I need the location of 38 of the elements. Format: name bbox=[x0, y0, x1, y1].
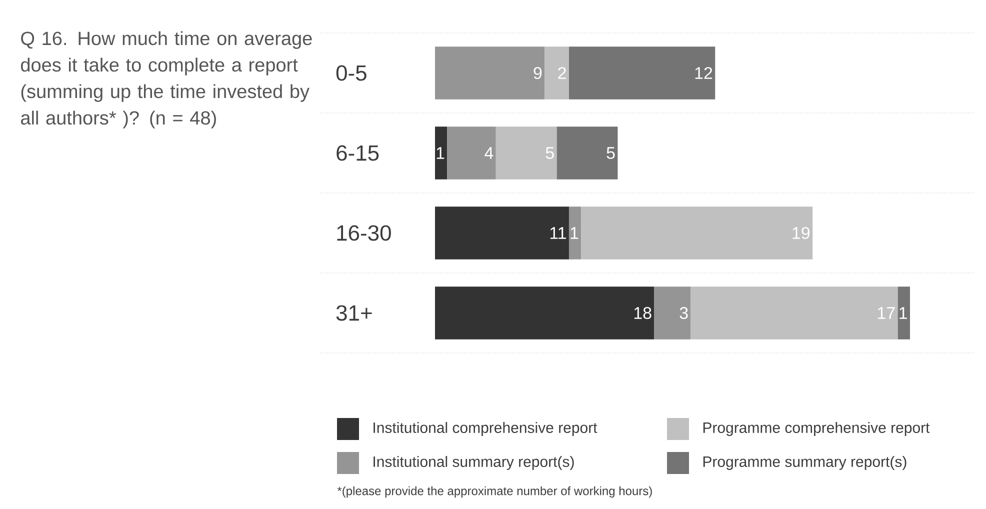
data-label: 1 bbox=[570, 227, 578, 239]
bar bbox=[435, 126, 448, 180]
bar bbox=[568, 46, 716, 100]
bar bbox=[435, 286, 654, 340]
data-label: 19 bbox=[792, 226, 810, 240]
text: *(please provide the approximate number of working hours) bbox=[337, 486, 652, 498]
data-label: 11 bbox=[550, 227, 566, 239]
y-tick-label: 0-5 bbox=[336, 65, 366, 81]
bar bbox=[496, 126, 557, 180]
data-label: 18 bbox=[634, 306, 652, 320]
data-label: 1 bbox=[900, 307, 907, 319]
bar bbox=[447, 126, 496, 180]
text: Q 16. How much time on average does it take to complete a report (summing up the time invested by all authors* )? (n = 48) bbox=[21, 31, 312, 128]
data-label: 1 bbox=[436, 147, 444, 159]
bar bbox=[556, 126, 618, 180]
y-tick-label: 31+ bbox=[336, 305, 372, 321]
bar bbox=[581, 206, 813, 260]
data-label: 2 bbox=[558, 67, 566, 79]
y-tick-label: 6-15 bbox=[336, 145, 379, 161]
legend-label: Institutional comprehensive report bbox=[374, 422, 598, 436]
bar bbox=[435, 46, 545, 100]
data-label: 5 bbox=[606, 147, 615, 159]
bar bbox=[690, 286, 898, 340]
data-label: 12 bbox=[695, 67, 712, 79]
bar bbox=[898, 286, 910, 340]
legend-label: Institutional summary report(s) bbox=[374, 456, 574, 470]
data-label: 5 bbox=[546, 147, 554, 159]
bar bbox=[544, 46, 569, 100]
legend-label: Programme comprehensive report bbox=[703, 422, 930, 436]
bar bbox=[654, 286, 691, 340]
legend-label: Programme summary report(s) bbox=[703, 456, 906, 470]
data-label: 4 bbox=[484, 147, 494, 159]
data-label: 3 bbox=[680, 306, 688, 320]
bar bbox=[568, 206, 582, 260]
data-label: 17 bbox=[878, 307, 895, 319]
data-label: 9 bbox=[534, 66, 542, 80]
bar bbox=[435, 206, 569, 260]
y-tick-label: 16-30 bbox=[337, 225, 391, 241]
